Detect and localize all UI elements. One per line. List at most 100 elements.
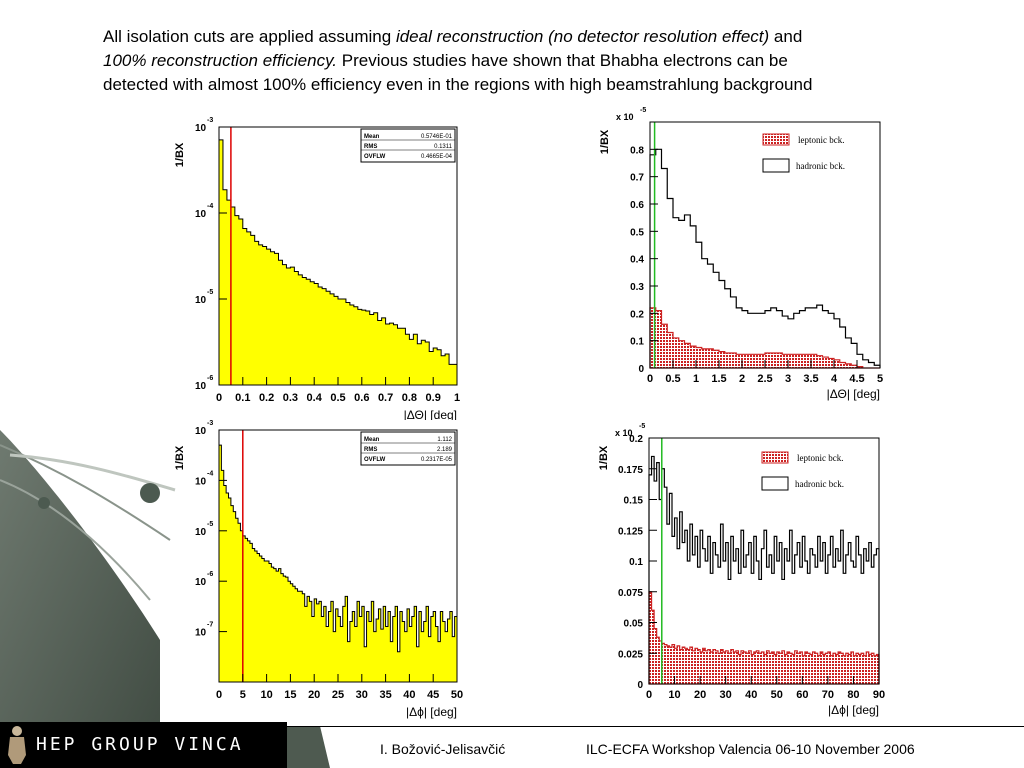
x-tick-label: 0.3 — [283, 392, 298, 404]
y-tick-exponent: -5 — [207, 289, 213, 296]
stats-value: 0.4665E-04 — [421, 154, 453, 160]
x-tick-label: 20 — [694, 689, 706, 701]
stats-key: OVFLW — [364, 154, 386, 160]
x-tick-label: 45 — [427, 689, 439, 701]
stats-key: Mean — [364, 134, 380, 140]
x-tick-label: 0.9 — [426, 392, 441, 404]
intro-text-2b: Previous studies have shown that Bhabha … — [337, 51, 788, 70]
legend-label-hadronic: hadronic bck. — [796, 161, 845, 171]
y-tick-label: 10 — [195, 628, 207, 639]
x-axis-label: |ΔΘ| [deg] — [827, 387, 880, 401]
legend-label-hadronic: hadronic bck. — [795, 479, 844, 489]
intro-text-1a: All isolation cuts are applied assuming — [103, 27, 396, 46]
x-tick-label: 4 — [831, 373, 838, 385]
x-tick-label: 80 — [847, 689, 859, 701]
y-tick-label: 0 — [637, 680, 643, 691]
stats-key: RMS — [364, 144, 377, 150]
y-tick-label: 0 — [638, 364, 644, 375]
y-tick-label: 10 — [195, 381, 207, 392]
stats-key: OVFLW — [364, 457, 386, 463]
legend-swatch-leptonic — [761, 451, 789, 464]
y-tick-label: 0.2 — [629, 434, 643, 445]
y-tick-exponent: -5 — [207, 521, 213, 528]
hatched-histogram — [648, 591, 880, 685]
x-tick-label: 25 — [332, 689, 344, 701]
author: I. Božović-Jelisavčić — [380, 741, 506, 757]
y-tick-label: 0.4 — [630, 255, 644, 266]
y-tick-exponent: -7 — [207, 622, 213, 629]
histogram-fill — [218, 444, 458, 683]
stats-box — [360, 128, 456, 163]
x-tick-label: 3 — [785, 373, 791, 385]
x-tick-label: 40 — [403, 689, 415, 701]
y-tick-label: 0.6 — [630, 200, 644, 211]
y-tick-label: 0.175 — [618, 465, 643, 476]
figurine-icon — [8, 726, 26, 764]
x-tick-label: 0.8 — [402, 392, 417, 404]
hatched-histogram — [649, 307, 880, 369]
gray-wedge — [0, 430, 160, 768]
y-tick-label: 0.125 — [618, 526, 643, 537]
x-tick-label: 0 — [646, 689, 652, 701]
y-axis-label: 1/BX — [598, 445, 610, 470]
x-axis-label: |ΔΘ| [deg] — [404, 408, 457, 420]
x-axis-label: |Δϕ| [deg] — [828, 703, 879, 717]
outline-histogram — [648, 455, 880, 684]
y-tick-label: 0.075 — [618, 588, 643, 599]
y-tick-exponent: -6 — [207, 571, 213, 578]
x-tick-label: 70 — [822, 689, 834, 701]
x-tick-label: 35 — [379, 689, 391, 701]
x-tick-label: 2.5 — [757, 373, 772, 385]
intro-text-1b: and — [769, 27, 803, 46]
x-axis-label: |Δϕ| [deg] — [406, 705, 457, 719]
plot-dtheta-log: 10-310-410-510-60 0.1 0.2 0.3 0.4 0.5 0.6 0.7 0.… — [174, 117, 460, 420]
x-tick-label: 10 — [668, 689, 680, 701]
x-tick-label: 4.5 — [849, 373, 864, 385]
x-tick-label: 0.5 — [330, 392, 345, 404]
x-tick-label: 50 — [771, 689, 783, 701]
y-multiplier-exponent: -5 — [640, 107, 646, 114]
y-tick-label: 0.1 — [629, 557, 643, 568]
footer-rule — [286, 726, 1024, 727]
x-tick-label: 60 — [796, 689, 808, 701]
stats-box — [360, 431, 456, 466]
x-tick-label: 0 — [216, 689, 222, 701]
y-tick-label: 10 — [195, 476, 207, 487]
y-tick-label: 10 — [195, 123, 207, 134]
logo-text: HEP GROUP VINCA — [36, 734, 244, 755]
y-multiplier-exponent: -5 — [639, 423, 645, 430]
x-tick-label: 0.1 — [235, 392, 250, 404]
event-name: ILC-ECFA Workshop Valencia 06-10 Novembe… — [586, 741, 915, 757]
y-tick-label: 0.8 — [630, 145, 644, 156]
x-tick-label: 20 — [308, 689, 320, 701]
outline-histogram — [649, 148, 881, 368]
histogram-fill — [218, 139, 458, 386]
intro-text-3: detected with almost 100% efficiency eve… — [103, 75, 813, 94]
x-tick-label: 30 — [356, 689, 368, 701]
legend-label-leptonic: leptonic bck. — [797, 453, 844, 463]
stats-value: 1.112 — [437, 437, 452, 443]
x-tick-label: 1 — [454, 392, 460, 404]
y-axis-label: 1/BX — [599, 129, 611, 154]
stats-value: 0.5746E-01 — [421, 134, 453, 140]
y-tick-label: 0.3 — [630, 282, 644, 293]
y-tick-label: 0.025 — [618, 649, 643, 660]
y-tick-exponent: -4 — [207, 203, 213, 210]
stats-value: 0.1311 — [434, 144, 453, 150]
x-tick-label: 0.4 — [307, 392, 323, 404]
decor-dot-small — [38, 497, 50, 509]
intro-text-1i: ideal reconstruction (no detector resolu… — [395, 27, 770, 46]
y-tick-label: 0.7 — [630, 173, 644, 184]
x-tick-label: 40 — [745, 689, 757, 701]
x-tick-label: 1.5 — [711, 373, 726, 385]
x-tick-label: 5 — [240, 689, 246, 701]
group-logo: HEP GROUP VINCA — [0, 722, 287, 768]
x-tick-label: 90 — [873, 689, 885, 701]
y-multiplier: x 10 — [616, 112, 634, 122]
x-tick-label: 0 — [216, 392, 222, 404]
x-tick-label: 0.6 — [354, 392, 369, 404]
stats-value: 0.2317E-05 — [421, 457, 453, 463]
y-tick-label: 10 — [195, 426, 207, 437]
y-tick-label: 0.5 — [630, 227, 644, 238]
